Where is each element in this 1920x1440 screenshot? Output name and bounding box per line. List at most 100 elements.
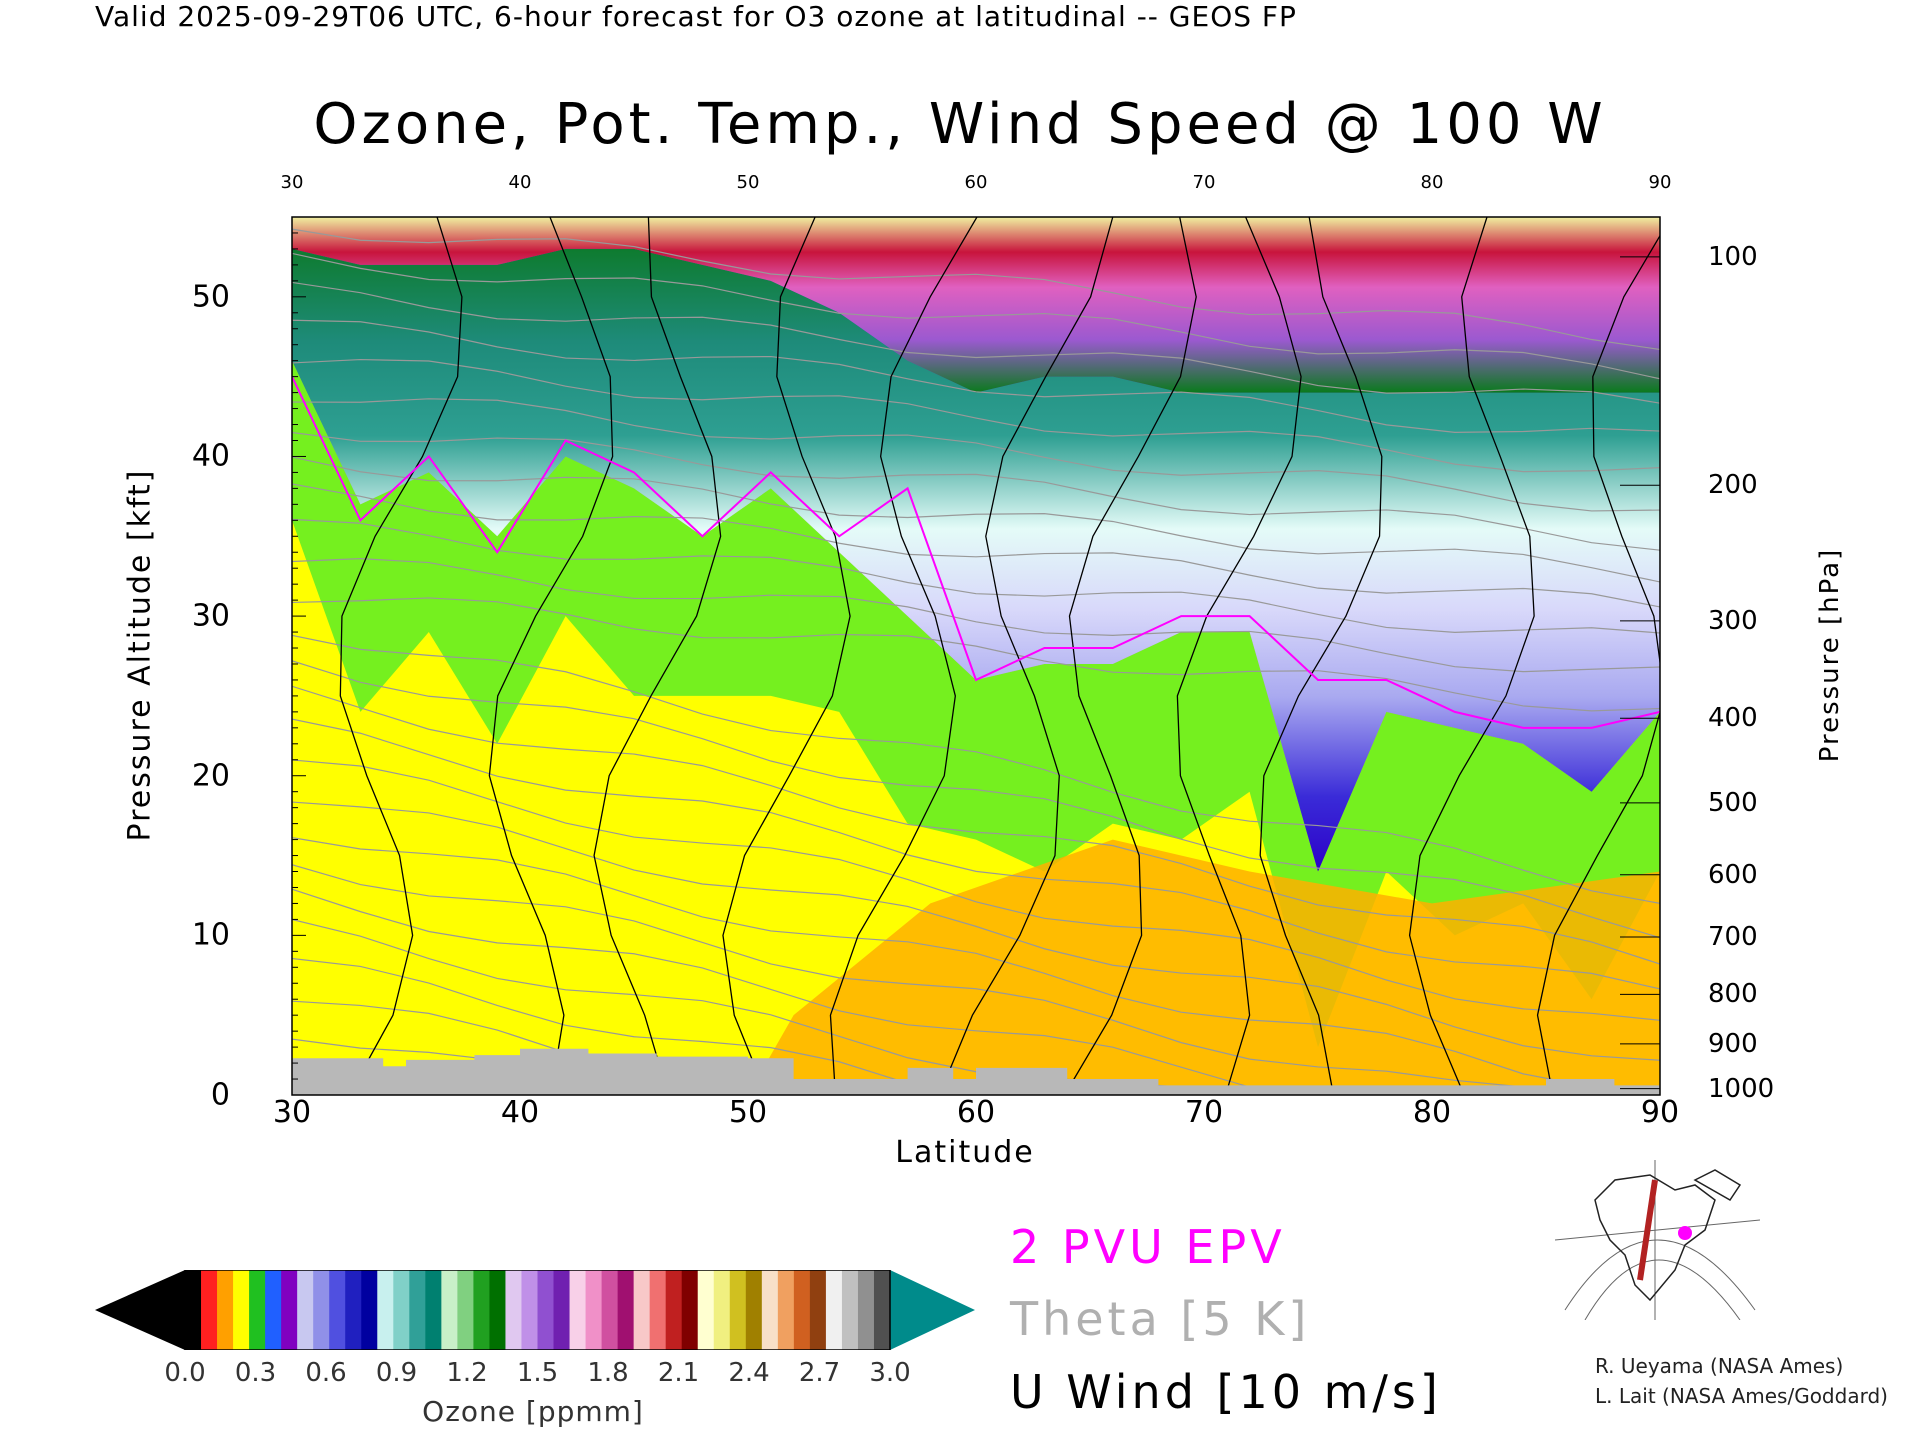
colorbar-segment: [537, 1270, 555, 1350]
theta-contour-line: [292, 483, 1660, 608]
top-tick-label: 80: [1420, 172, 1444, 193]
colorbar-segment: [521, 1270, 538, 1350]
colorbar-segment: [777, 1270, 795, 1350]
colorbar-tick-label: 3.0: [869, 1358, 911, 1388]
top-tick-label: 60: [964, 172, 988, 193]
x-tick-label: 50: [728, 1095, 768, 1130]
wind-contour-line: [1176, 217, 1302, 1095]
colorbar-segment: [857, 1270, 875, 1350]
x-tick-label: 60: [956, 1095, 996, 1130]
theta-contour-line: [292, 456, 1660, 583]
wind-contours: [339, 217, 1660, 1095]
colorbar-segment: [873, 1270, 891, 1350]
theta-contours: [292, 228, 1660, 1088]
credit-line-1: R. Ueyama (NASA Ames): [1595, 1354, 1844, 1378]
pressure-tick-label: 700: [1708, 921, 1758, 952]
x-tick-label: 80: [1412, 1095, 1452, 1130]
stratospheric-ozone-region: [292, 248, 1660, 872]
colorbar-segment: [409, 1270, 426, 1350]
colorbar-high-arrow: [890, 1270, 975, 1350]
wind-contour-line: [722, 217, 851, 1095]
top-tick-label: 30: [280, 172, 304, 193]
colorbar-segment: [425, 1270, 442, 1350]
colorbar-tick-label: 1.2: [446, 1358, 488, 1388]
colorbar-tick-label: 2.1: [657, 1358, 700, 1388]
legend-theta: Theta [5 K]: [1010, 1292, 1311, 1346]
colorbar-segment: [585, 1270, 603, 1350]
colorbar-low-arrow: [95, 1270, 185, 1350]
valid-time-line: Valid 2025-09-29T06 UTC, 6-hour forecast…: [95, 0, 1297, 33]
credit-line-2: L. Lait (NASA Ames/Goddard): [1595, 1384, 1888, 1408]
colorbar-segment: [457, 1270, 474, 1350]
colorbar-tick-label: 0.9: [375, 1358, 418, 1388]
y-tick-label: 10: [191, 917, 230, 953]
theta-contour-line: [292, 281, 1660, 404]
colorbar-tick-label: 2.7: [798, 1358, 841, 1388]
left-axis-ticks: [292, 232, 306, 1096]
y-axis-label: Pressure Altitude [kft]: [122, 468, 158, 842]
theta-contour-line: [292, 319, 1660, 433]
theta-contour-line: [292, 685, 1660, 965]
legend-epv: 2 PVU EPV: [1010, 1220, 1286, 1274]
colorbar-tick-label: 1.5: [516, 1358, 559, 1388]
y-tick-label: 0: [210, 1077, 230, 1113]
wind-contour-line: [1064, 217, 1197, 1095]
x-tick-label: 90: [1640, 1095, 1680, 1130]
colorbar-segment: [201, 1270, 218, 1350]
theta-contour-line: [292, 634, 1660, 905]
colorbar-segment: [841, 1270, 859, 1350]
colorbar-segment: [297, 1270, 314, 1350]
wind-contour-line: [593, 217, 722, 1095]
colorbar-segment: [617, 1270, 635, 1350]
colorbar-segment: [601, 1270, 619, 1350]
colorbar-tick-label: 0.6: [305, 1358, 347, 1388]
colorbar-segment: [185, 1270, 202, 1350]
ozone-colorbar: [95, 1270, 975, 1350]
upper-stratosphere-region: [292, 217, 1660, 393]
top-tick-label: 70: [1192, 172, 1216, 193]
wind-contour-line: [339, 217, 463, 1095]
colorbar-frame: [184, 1270, 891, 1350]
colorbar-segment: [233, 1270, 250, 1350]
x-tick-label: 30: [272, 1095, 312, 1130]
colorbar-segment: [681, 1270, 699, 1350]
theta-contour-line: [292, 252, 1660, 380]
colorbar-tick-label: 0.0: [164, 1358, 206, 1388]
theta-contour-line: [292, 597, 1660, 712]
theta-contour-line: [292, 431, 1660, 551]
theta-contour-line: [292, 518, 1660, 634]
x-axis-label: Latitude: [895, 1135, 1035, 1170]
colorbar-segment: [761, 1270, 779, 1350]
colorbar-tick-label: 0.3: [234, 1358, 277, 1388]
colorbar-segment: [361, 1270, 378, 1350]
location-marker: [1678, 1226, 1692, 1240]
colorbar-segment: [729, 1270, 747, 1350]
chart-title: Ozone, Pot. Temp., Wind Speed @ 100 W: [313, 92, 1607, 157]
y-tick-label: 20: [191, 758, 230, 794]
theta-contour-line: [292, 718, 1660, 990]
colorbar-segment: [489, 1270, 506, 1350]
wind-contour-line: [938, 217, 1114, 1095]
pressure-tick-label: 900: [1708, 1028, 1758, 1059]
pressure-axis-label: Pressure [hPa]: [1815, 547, 1845, 763]
terrain: [292, 1048, 1660, 1095]
colorbar-segment: [825, 1270, 843, 1350]
colorbar-segment: [441, 1270, 458, 1350]
wind-contour-line: [1259, 217, 1383, 1095]
cross-section-line: [1637, 1179, 1658, 1281]
top-tick-label: 50: [736, 172, 760, 193]
colorbar-segments: [185, 1270, 891, 1350]
colorbar-segment: [793, 1270, 811, 1350]
theta-contour-line: [292, 558, 1660, 673]
pressure-tick-label: 1000: [1708, 1073, 1775, 1104]
pressure-tick-label: 600: [1708, 859, 1758, 890]
theta-contour-line: [292, 398, 1660, 512]
y-tick-label: 50: [191, 279, 230, 315]
pressure-tick-label: 500: [1708, 787, 1758, 818]
colorbar-segment: [633, 1270, 651, 1350]
top-tick-label: 40: [508, 172, 532, 193]
wind-contour-line: [488, 217, 614, 1095]
theta-contour-line: [292, 864, 1660, 1088]
colorbar-segment: [553, 1270, 571, 1350]
colorbar-segment: [649, 1270, 667, 1350]
